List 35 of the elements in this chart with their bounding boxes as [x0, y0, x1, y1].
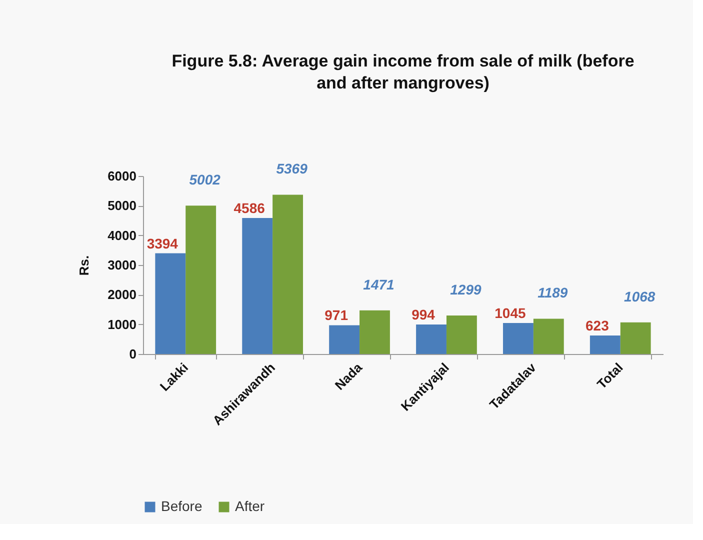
- data-label: 1299: [450, 281, 482, 298]
- data-label: 3394: [146, 235, 178, 252]
- data-label: 971: [324, 307, 348, 324]
- bar: [503, 323, 534, 354]
- bar: [155, 253, 186, 354]
- y-tick-label: 5000: [108, 198, 136, 214]
- data-label: 1471: [363, 276, 395, 292]
- y-tick-label: 1000: [108, 316, 136, 332]
- data-label: 5002: [189, 172, 221, 188]
- data-label: 1045: [494, 305, 526, 321]
- chart-title: Figure 5.8: Average gain income from sale of milk (before and after mangroves): [172, 52, 634, 93]
- y-tick-label: 4000: [108, 228, 136, 243]
- bar: [186, 206, 216, 354]
- y-axis-title: Rs.: [76, 255, 92, 276]
- bar: [533, 318, 564, 354]
- legend-label: Before: [161, 498, 202, 514]
- y-tick-label: 2000: [108, 287, 136, 302]
- data-label: 5369: [276, 160, 308, 177]
- data-label: 623: [585, 318, 610, 334]
- bar: [416, 324, 446, 354]
- bar: [329, 325, 360, 354]
- y-tick-label: 3000: [108, 258, 136, 272]
- y-tick-label: 0: [129, 346, 136, 362]
- data-label: 994: [412, 306, 436, 323]
- bar: [590, 336, 620, 354]
- bar: [446, 315, 477, 354]
- bar: [620, 322, 651, 354]
- data-label: 1068: [624, 288, 656, 304]
- bar: [360, 310, 390, 354]
- y-tick-label: 6000: [108, 168, 136, 184]
- bar: [242, 218, 273, 354]
- legend-label: After: [235, 498, 265, 514]
- data-label: 4586: [234, 200, 266, 216]
- data-label: 1189: [538, 284, 568, 301]
- bar: [272, 194, 303, 354]
